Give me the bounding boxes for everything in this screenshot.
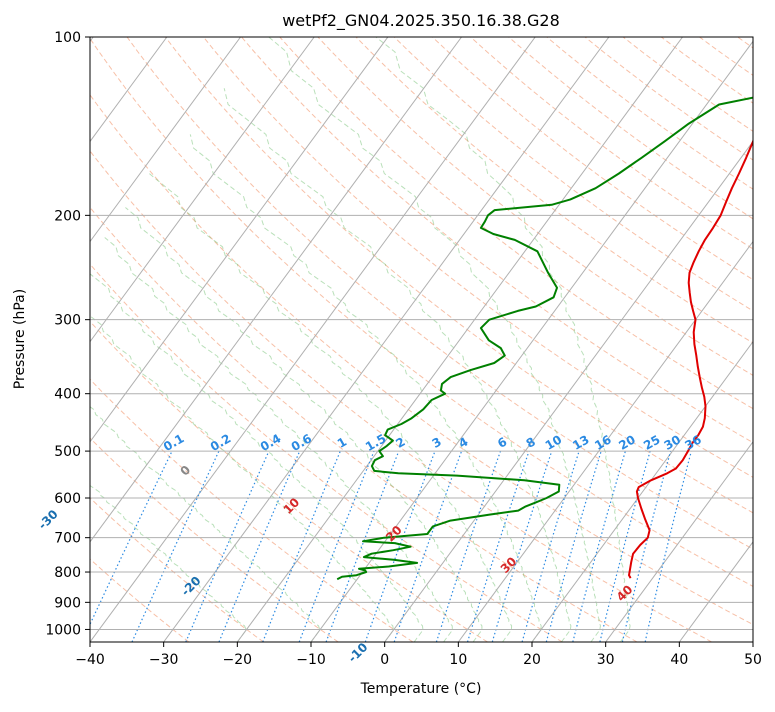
y-tick-label: 700	[54, 531, 81, 547]
x-tick-label: −30	[149, 652, 179, 668]
y-tick-label: 800	[54, 565, 81, 581]
y-tick-label: 900	[54, 595, 81, 611]
y-tick-label: 200	[54, 208, 81, 224]
x-tick-label: 30	[597, 652, 615, 668]
x-tick-label: 50	[744, 652, 762, 668]
x-tick-label: −40	[75, 652, 105, 668]
y-tick-label: 300	[54, 313, 81, 329]
y-tick-label: 1000	[45, 622, 81, 638]
y-axis-label: Pressure (hPa)	[12, 289, 28, 389]
x-tick-label: 0	[380, 652, 389, 668]
x-tick-label: 10	[449, 652, 467, 668]
x-tick-label: 40	[670, 652, 688, 668]
x-tick-label: −20	[223, 652, 253, 668]
y-tick-label: 600	[54, 491, 81, 507]
x-tick-label: 20	[523, 652, 541, 668]
y-tick-label: 100	[54, 30, 81, 46]
y-tick-label: 400	[54, 387, 81, 403]
chart-title: wetPf2_GN04.2025.350.16.38.G28	[282, 11, 560, 31]
y-tick-label: 500	[54, 444, 81, 460]
x-tick-label: −10	[296, 652, 326, 668]
x-axis-label: Temperature (°C)	[360, 681, 482, 697]
